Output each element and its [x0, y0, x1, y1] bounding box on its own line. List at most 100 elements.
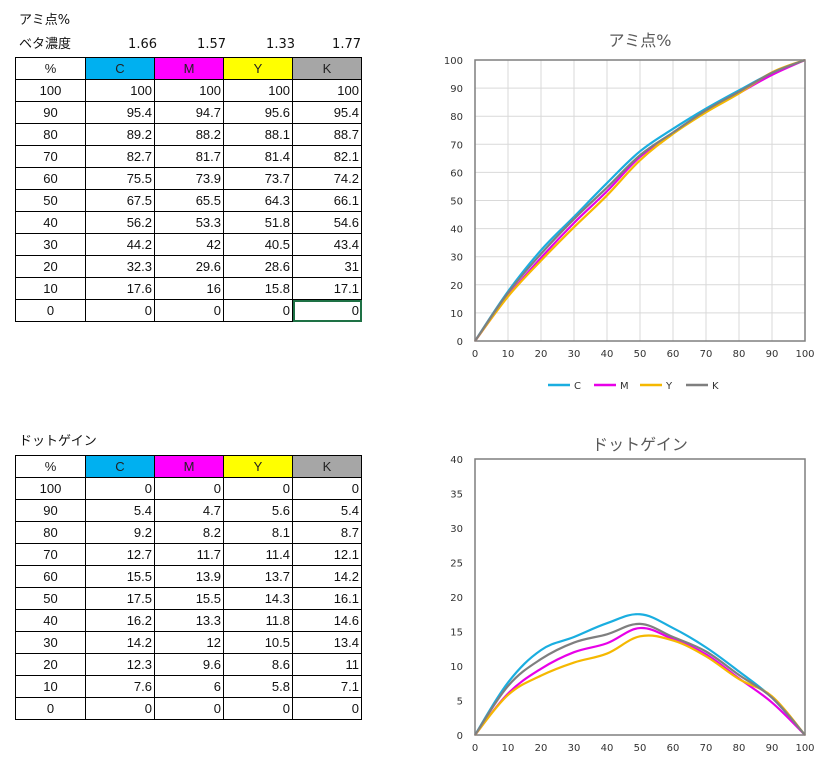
table-cell-value[interactable]: 11.8: [223, 609, 293, 632]
header-cell-y[interactable]: Y: [223, 455, 293, 478]
header-cell-c[interactable]: C: [85, 57, 155, 80]
table-row: 80 9.2 8.2 8.1 8.7: [15, 521, 362, 544]
ami-chart-title: アミ点%: [609, 31, 672, 50]
table-cell-value[interactable]: 13.4: [292, 631, 362, 654]
table-cell-percent[interactable]: 60: [15, 565, 86, 588]
table-row: 20 32.3 29.6 28.6 31: [15, 255, 362, 278]
table-cell-value[interactable]: 15.5: [85, 565, 155, 588]
table-cell-value[interactable]: 5.8: [223, 675, 293, 698]
y-tick-label: 10: [450, 309, 463, 320]
x-tick-label: 60: [667, 349, 680, 360]
dot-gain-chart-plot-area: [474, 458, 806, 736]
table-cell-percent[interactable]: 80: [15, 521, 86, 544]
x-tick-label: 80: [733, 349, 746, 360]
y-tick-label: 30: [450, 524, 463, 535]
table-cell-value[interactable]: 4.7: [154, 499, 224, 522]
x-tick-label: 30: [568, 743, 581, 754]
header-cell-k[interactable]: K: [292, 455, 362, 478]
table-cell-value[interactable]: 43.4: [292, 233, 362, 256]
table-cell-value[interactable]: 0: [292, 697, 362, 720]
table-cell-value[interactable]: 17.6: [85, 277, 155, 300]
y-tick-label: 40: [450, 225, 463, 236]
table-cell-value[interactable]: 15.5: [154, 587, 224, 610]
table-cell-percent[interactable]: 100: [15, 79, 86, 102]
table-row: 30 14.2 12 10.5 13.4: [15, 631, 362, 654]
x-tick-label: 90: [766, 349, 779, 360]
table-cell-value[interactable]: 81.4: [223, 145, 293, 168]
x-tick-label: 20: [535, 349, 548, 360]
table-cell-value[interactable]: 100: [292, 79, 362, 102]
x-tick-label: 20: [535, 743, 548, 754]
table-cell-value[interactable]: 7.1: [292, 675, 362, 698]
x-tick-label: 30: [568, 349, 581, 360]
table-cell-value[interactable]: 88.7: [292, 123, 362, 146]
table-cell-value[interactable]: 54.6: [292, 211, 362, 234]
x-tick-label: 10: [502, 349, 515, 360]
table-cell-value[interactable]: 0: [85, 299, 155, 322]
table-cell-value[interactable]: 15.8: [223, 277, 293, 300]
beta-value-y: 1.33: [266, 37, 295, 52]
table-cell-value[interactable]: 8.6: [223, 653, 293, 676]
table-cell-value[interactable]: 5.6: [223, 499, 293, 522]
table-cell-value[interactable]: 28.6: [223, 255, 293, 278]
y-tick-label: 0: [457, 731, 463, 742]
table-cell-value[interactable]: 40.5: [223, 233, 293, 256]
x-tick-label: 40: [601, 743, 614, 754]
table-cell-value[interactable]: 0: [154, 299, 224, 322]
table-cell-value[interactable]: 16.2: [85, 609, 155, 632]
x-tick-label: 70: [700, 349, 713, 360]
table-row: 70 82.7 81.7 81.4 82.1: [15, 145, 362, 168]
table-cell-value[interactable]: 17.1: [292, 277, 362, 300]
table-cell-value[interactable]: 75.5: [85, 167, 155, 190]
table-cell-value[interactable]: 0: [292, 299, 362, 322]
table-row: 10 7.6 6 5.8 7.1: [15, 675, 362, 698]
ami-chart-plot-area: [474, 59, 806, 342]
table-cell-value[interactable]: 88.2: [154, 123, 224, 146]
y-tick-label: 70: [450, 140, 463, 151]
x-tick-label: 60: [667, 743, 680, 754]
header-cell-m[interactable]: M: [154, 57, 224, 80]
table-cell-value[interactable]: 13.7: [223, 565, 293, 588]
table-cell-percent[interactable]: 50: [15, 587, 86, 610]
dot-gain-chart-title: ドットゲイン: [592, 435, 688, 454]
table-cell-value[interactable]: 13.9: [154, 565, 224, 588]
table-cell-value[interactable]: 0: [223, 299, 293, 322]
header-cell-k[interactable]: K: [292, 57, 362, 80]
table-cell-value[interactable]: 67.5: [85, 189, 155, 212]
table-cell-percent[interactable]: 80: [15, 123, 86, 146]
y-tick-label: 0: [457, 337, 463, 348]
y-tick-label: 20: [450, 593, 463, 604]
ami-table: % C M Y K 100 100 100 100 100 90 95.4 94.7 95.6 9…: [15, 57, 362, 322]
y-tick-label: 80: [450, 112, 463, 123]
x-tick-label: 100: [795, 743, 814, 754]
table-cell-percent[interactable]: 20: [15, 653, 86, 676]
table-cell-value[interactable]: 32.3: [85, 255, 155, 278]
beta-value-m: 1.57: [197, 37, 226, 52]
table-row: 60 75.5 73.9 73.7 74.2: [15, 167, 362, 190]
header-cell-y[interactable]: Y: [223, 57, 293, 80]
table-cell-value[interactable]: 66.1: [292, 189, 362, 212]
y-tick-label: 100: [444, 56, 463, 67]
table-cell-value[interactable]: 56.2: [85, 211, 155, 234]
table-cell-percent[interactable]: 40: [15, 609, 86, 632]
table-cell-value[interactable]: 7.6: [85, 675, 155, 698]
table-cell-value[interactable]: 95.4: [85, 101, 155, 124]
table-cell-value[interactable]: 8.1: [223, 521, 293, 544]
header-cell-c[interactable]: C: [85, 455, 155, 478]
table-cell-value[interactable]: 51.8: [223, 211, 293, 234]
table-cell-value[interactable]: 95.4: [292, 101, 362, 124]
table-row: 90 95.4 94.7 95.6 95.4: [15, 101, 362, 124]
legend-label-k: K: [712, 381, 719, 392]
table-cell-value[interactable]: 89.2: [85, 123, 155, 146]
table-cell-value[interactable]: 73.7: [223, 167, 293, 190]
header-cell-m[interactable]: M: [154, 455, 224, 478]
table-cell-value[interactable]: 0: [85, 697, 155, 720]
series-line-m: [474, 626, 806, 736]
y-tick-label: 10: [450, 662, 463, 673]
y-tick-label: 30: [450, 253, 463, 264]
x-tick-label: 70: [700, 743, 713, 754]
table-cell-value[interactable]: 82.1: [292, 145, 362, 168]
table-cell-value[interactable]: 12.1: [292, 543, 362, 566]
